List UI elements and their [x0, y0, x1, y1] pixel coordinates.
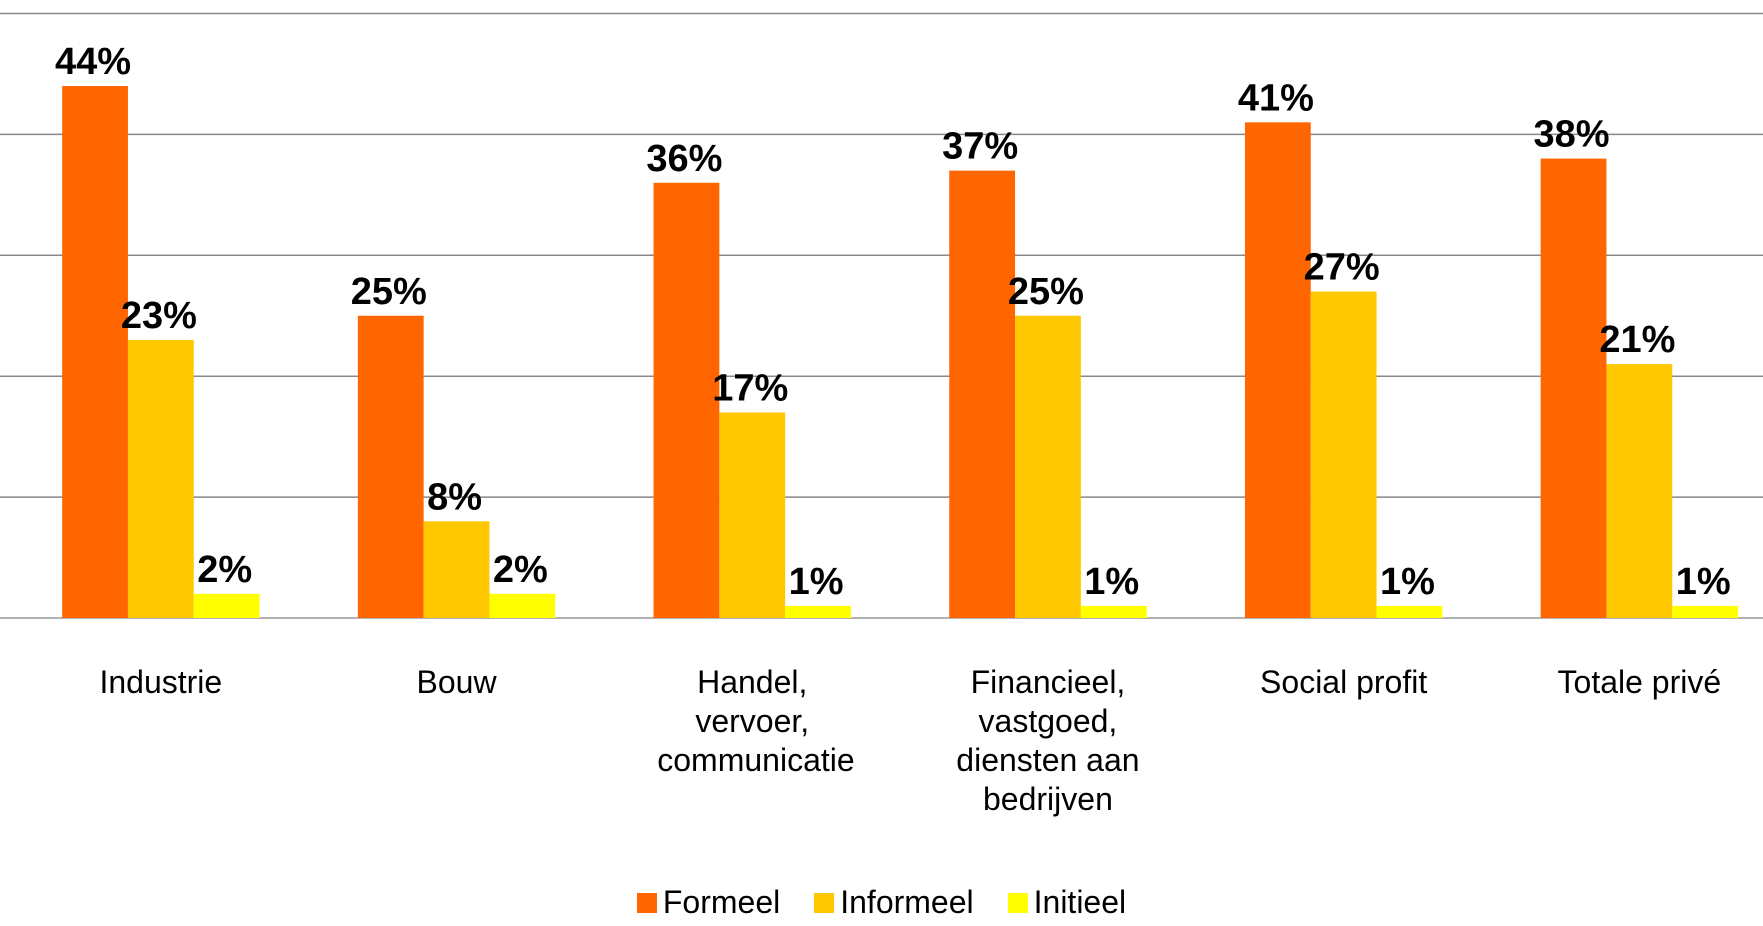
data-label: 21%: [1599, 319, 1675, 361]
data-label: 36%: [646, 138, 722, 180]
x-tick-label: Industrie: [99, 664, 223, 700]
bar: [1080, 605, 1147, 618]
data-label: 1%: [789, 561, 844, 603]
bar: [1015, 315, 1081, 618]
legend-label: Initieel: [1033, 884, 1127, 920]
bar: [785, 605, 851, 618]
legend: Formeel Informeel Initieel: [0, 884, 1763, 921]
legend-item: Formeel: [636, 884, 781, 921]
data-label: 17%: [712, 367, 788, 409]
data-label: 44%: [55, 41, 131, 83]
bar: [949, 170, 1016, 619]
bar: [1540, 158, 1607, 618]
legend-item: Initieel: [1007, 884, 1127, 921]
data-label: 23%: [121, 295, 197, 337]
legend-swatch: [1007, 892, 1028, 913]
data-label: 37%: [942, 126, 1018, 168]
bar: [653, 182, 720, 618]
bar: [489, 593, 556, 618]
x-tick-label: Bouw: [416, 664, 497, 700]
bar: [127, 339, 194, 618]
data-label: 8%: [427, 476, 482, 518]
legend-label: Informeel: [840, 884, 974, 920]
bar: [1310, 291, 1377, 618]
bar: [1376, 605, 1443, 618]
bar: [62, 86, 128, 619]
data-label: 2%: [197, 549, 252, 591]
data-label: 27%: [1304, 247, 1380, 289]
data-label: 1%: [1380, 561, 1435, 603]
bar: [1672, 605, 1739, 618]
x-tick-label: Handel, vervoer, communicatie: [657, 664, 855, 778]
bar: [423, 521, 490, 618]
x-tick-label: Financieel, vastgoed, diensten aan bedri…: [956, 664, 1140, 817]
bar: [1244, 122, 1311, 618]
legend-item: Informeel: [814, 884, 974, 921]
data-label: 41%: [1238, 77, 1314, 119]
x-tick-label: Totale privé: [1557, 664, 1722, 700]
legend-swatch: [636, 892, 657, 913]
bar: [1606, 364, 1673, 618]
bar: [193, 593, 260, 618]
data-label: 25%: [351, 271, 427, 313]
bar: [719, 412, 786, 618]
bar: [357, 315, 424, 618]
data-label: 25%: [1008, 271, 1084, 313]
data-label: 38%: [1534, 114, 1610, 156]
x-tick-label: Social profit: [1260, 664, 1428, 700]
data-label: 1%: [1676, 561, 1731, 603]
data-label: 2%: [493, 549, 548, 591]
legend-label: Formeel: [662, 884, 781, 920]
data-label: 1%: [1084, 561, 1139, 603]
legend-swatch: [814, 892, 835, 913]
